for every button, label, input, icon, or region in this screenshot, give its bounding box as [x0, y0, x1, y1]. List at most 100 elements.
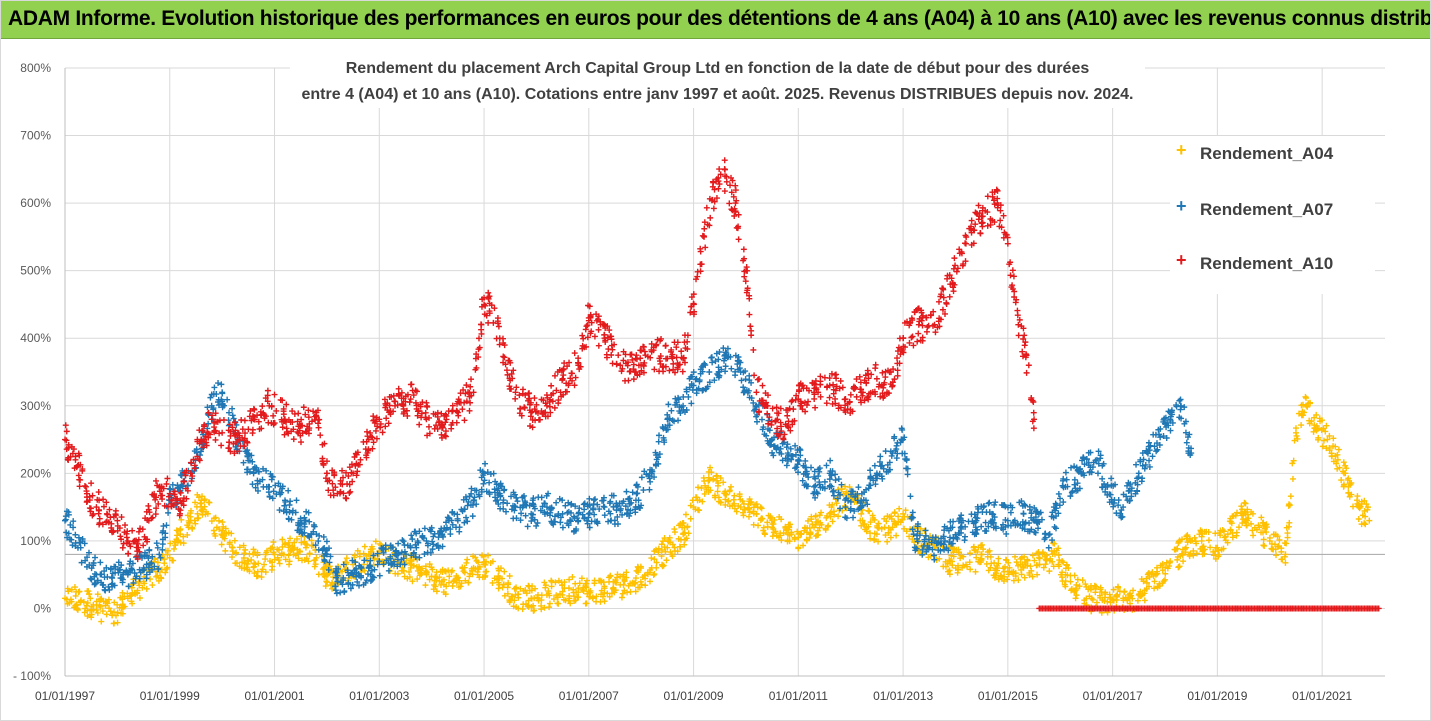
point-2: [449, 407, 456, 414]
point-2: [330, 492, 337, 499]
point-2: [496, 341, 503, 348]
point-1: [946, 539, 953, 546]
point-1: [145, 564, 152, 571]
point-0: [614, 574, 621, 581]
point-0: [906, 533, 913, 540]
point-0: [966, 550, 973, 557]
point-2: [701, 219, 708, 226]
point-2: [251, 416, 258, 423]
point-2: [650, 344, 657, 351]
point-1: [1181, 404, 1188, 411]
point-1: [1163, 434, 1170, 441]
point-2: [546, 403, 553, 410]
point-2: [503, 367, 510, 374]
point-0: [495, 573, 502, 580]
point-0: [684, 524, 691, 531]
point-2: [402, 398, 409, 405]
point-0: [713, 473, 720, 480]
point-0: [162, 547, 169, 554]
point-1: [537, 507, 544, 514]
point-1: [266, 493, 273, 500]
point-0: [364, 558, 371, 565]
point-2: [478, 330, 485, 337]
point-0: [164, 564, 171, 571]
point-1: [441, 525, 448, 532]
point-1: [1118, 507, 1125, 514]
point-2: [518, 412, 525, 419]
point-2: [605, 346, 612, 353]
point-2: [894, 367, 901, 374]
point-1: [588, 518, 595, 525]
point-1: [570, 528, 577, 535]
point-2: [797, 398, 804, 405]
point-1: [876, 470, 883, 477]
point-0: [426, 576, 433, 583]
point-0: [1339, 468, 1346, 475]
point-1: [1094, 470, 1101, 477]
point-0: [725, 498, 732, 505]
point-2: [617, 362, 624, 369]
point-1: [690, 369, 697, 376]
point-2: [441, 432, 448, 439]
point-0: [741, 506, 748, 513]
point-2: [564, 363, 571, 370]
point-2: [502, 361, 509, 368]
y-tick-label: 0%: [34, 601, 52, 615]
point-0: [648, 555, 655, 562]
point-0: [887, 526, 894, 533]
point-2: [204, 429, 211, 436]
point-2: [258, 425, 265, 432]
point-1: [299, 530, 306, 537]
point-0: [1182, 546, 1189, 553]
point-2: [189, 473, 196, 480]
point-1: [478, 486, 485, 493]
point-2: [491, 305, 498, 312]
point-0: [1058, 571, 1065, 578]
point-1: [1080, 454, 1087, 461]
point-2: [593, 311, 600, 318]
point-2: [997, 207, 1004, 214]
point-0: [1151, 585, 1158, 592]
point-1: [991, 514, 998, 521]
point-1: [683, 386, 690, 393]
point-0: [1249, 527, 1256, 534]
y-tick-label: 700%: [20, 129, 51, 143]
point-0: [1055, 561, 1062, 568]
point-1: [668, 407, 675, 414]
point-2: [493, 335, 500, 342]
point-2: [309, 418, 316, 425]
point-0: [180, 540, 187, 547]
point-1: [1033, 508, 1040, 515]
point-0: [392, 570, 399, 577]
point-0: [671, 544, 678, 551]
point-2: [525, 397, 532, 404]
point-2: [153, 505, 160, 512]
point-0: [270, 549, 277, 556]
point-0: [472, 554, 479, 561]
point-0: [1010, 577, 1017, 584]
point-2: [187, 459, 194, 466]
point-0: [569, 573, 576, 580]
point-1: [394, 556, 401, 563]
point-0: [1093, 599, 1100, 606]
point-0: [1012, 553, 1019, 560]
point-1: [722, 363, 729, 370]
point-0: [80, 598, 87, 605]
point-0: [874, 523, 881, 530]
point-1: [87, 575, 94, 582]
point-0: [509, 593, 516, 600]
point-1: [581, 515, 588, 522]
point-0: [241, 550, 248, 557]
point-2: [290, 426, 297, 433]
point-1: [910, 531, 917, 538]
point-1: [666, 422, 673, 429]
point-2: [135, 528, 142, 535]
point-2: [1023, 369, 1030, 376]
point-1: [301, 514, 308, 521]
point-1: [634, 490, 641, 497]
point-1: [469, 501, 476, 508]
point-2: [858, 399, 865, 406]
point-1: [430, 533, 437, 540]
point-1: [229, 405, 236, 412]
point-1: [207, 394, 214, 401]
